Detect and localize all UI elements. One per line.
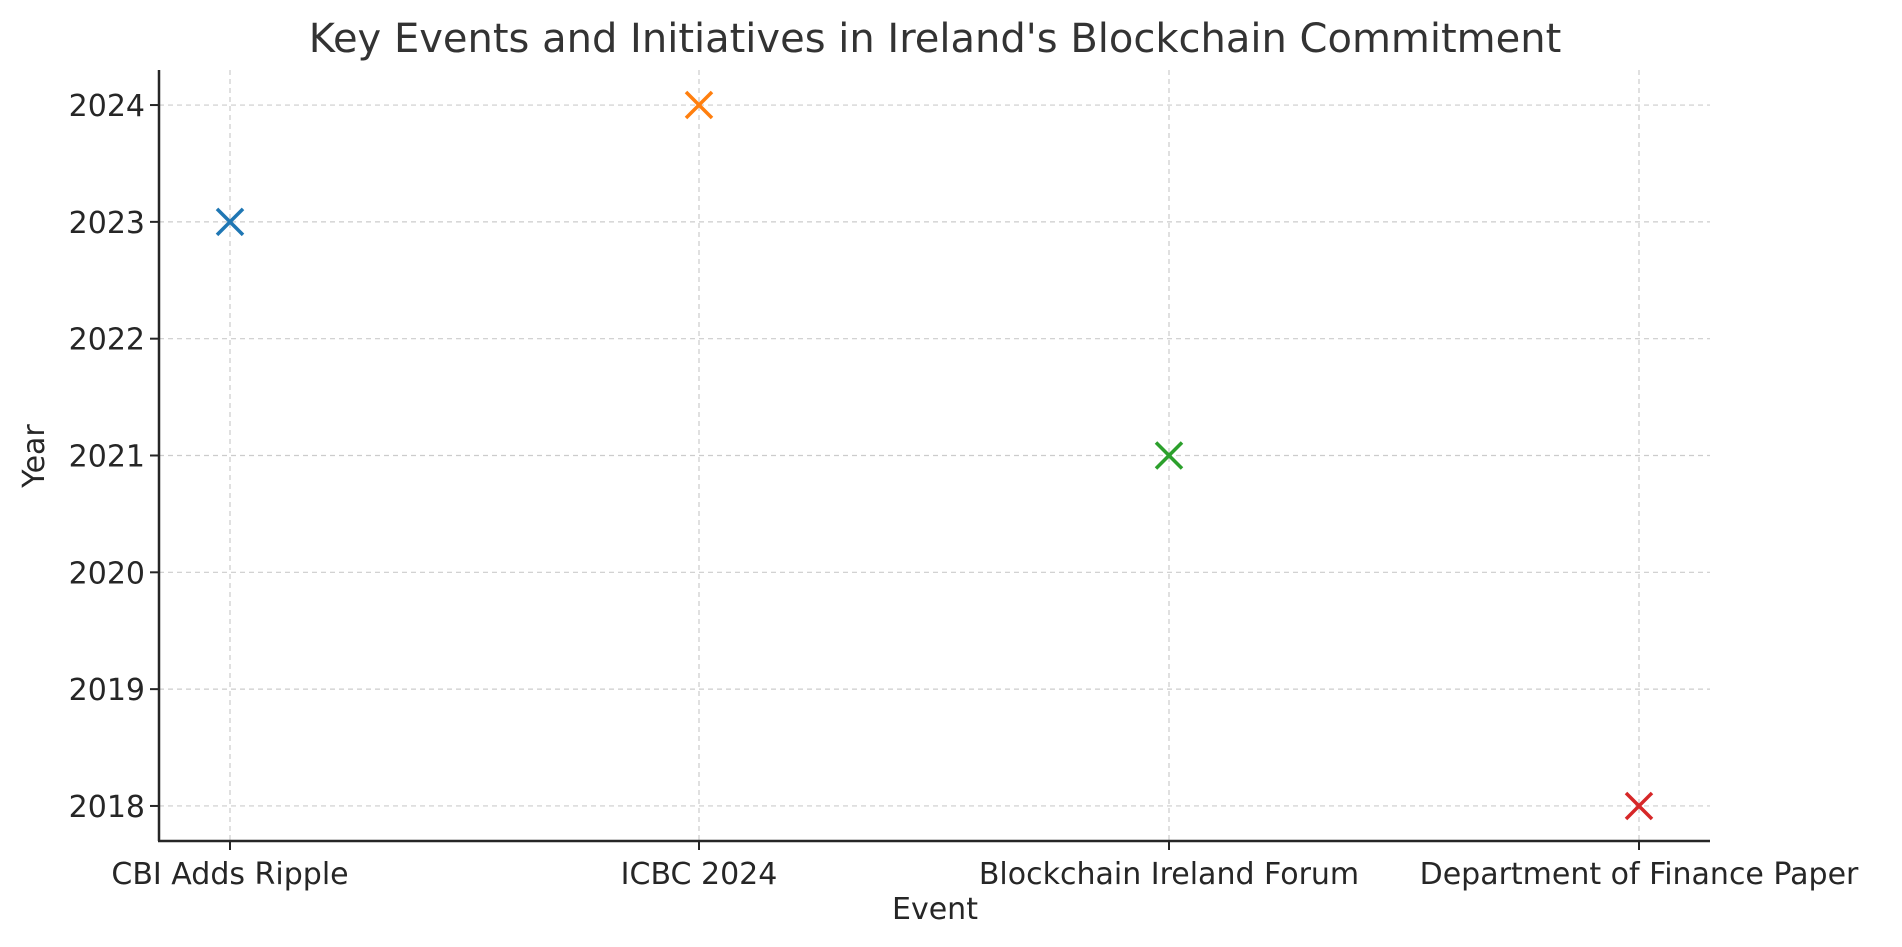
data-point xyxy=(215,207,245,237)
y-tick-label: 2022 xyxy=(69,323,145,358)
y-tick-label: 2019 xyxy=(69,673,145,708)
data-points xyxy=(215,90,1654,821)
y-tick-label: 2023 xyxy=(69,206,145,241)
chart-title: Key Events and Initiatives in Ireland's … xyxy=(309,16,1562,62)
data-point xyxy=(1154,441,1184,470)
grid xyxy=(159,70,1710,841)
y-tick-label: 2018 xyxy=(69,790,145,825)
x-axis-label: Event xyxy=(892,892,978,927)
x-tick-label: Department of Finance Paper xyxy=(1420,857,1859,892)
y-tick-label: 2024 xyxy=(69,89,145,124)
x-tick-label: ICBC 2024 xyxy=(621,857,778,892)
x-tick-label: CBI Adds Ripple xyxy=(111,857,348,892)
x-tick-label: Blockchain Ireland Forum xyxy=(979,857,1359,892)
y-tick-label: 2020 xyxy=(69,556,145,591)
ticks: 2018 2019 2020 2021 2022 2023 2024 CBI Adds Rip… xyxy=(69,89,1859,892)
y-axis-label: Year xyxy=(17,424,52,489)
y-tick-label: 2021 xyxy=(69,440,145,475)
data-point xyxy=(1624,791,1654,821)
data-point xyxy=(684,90,714,120)
